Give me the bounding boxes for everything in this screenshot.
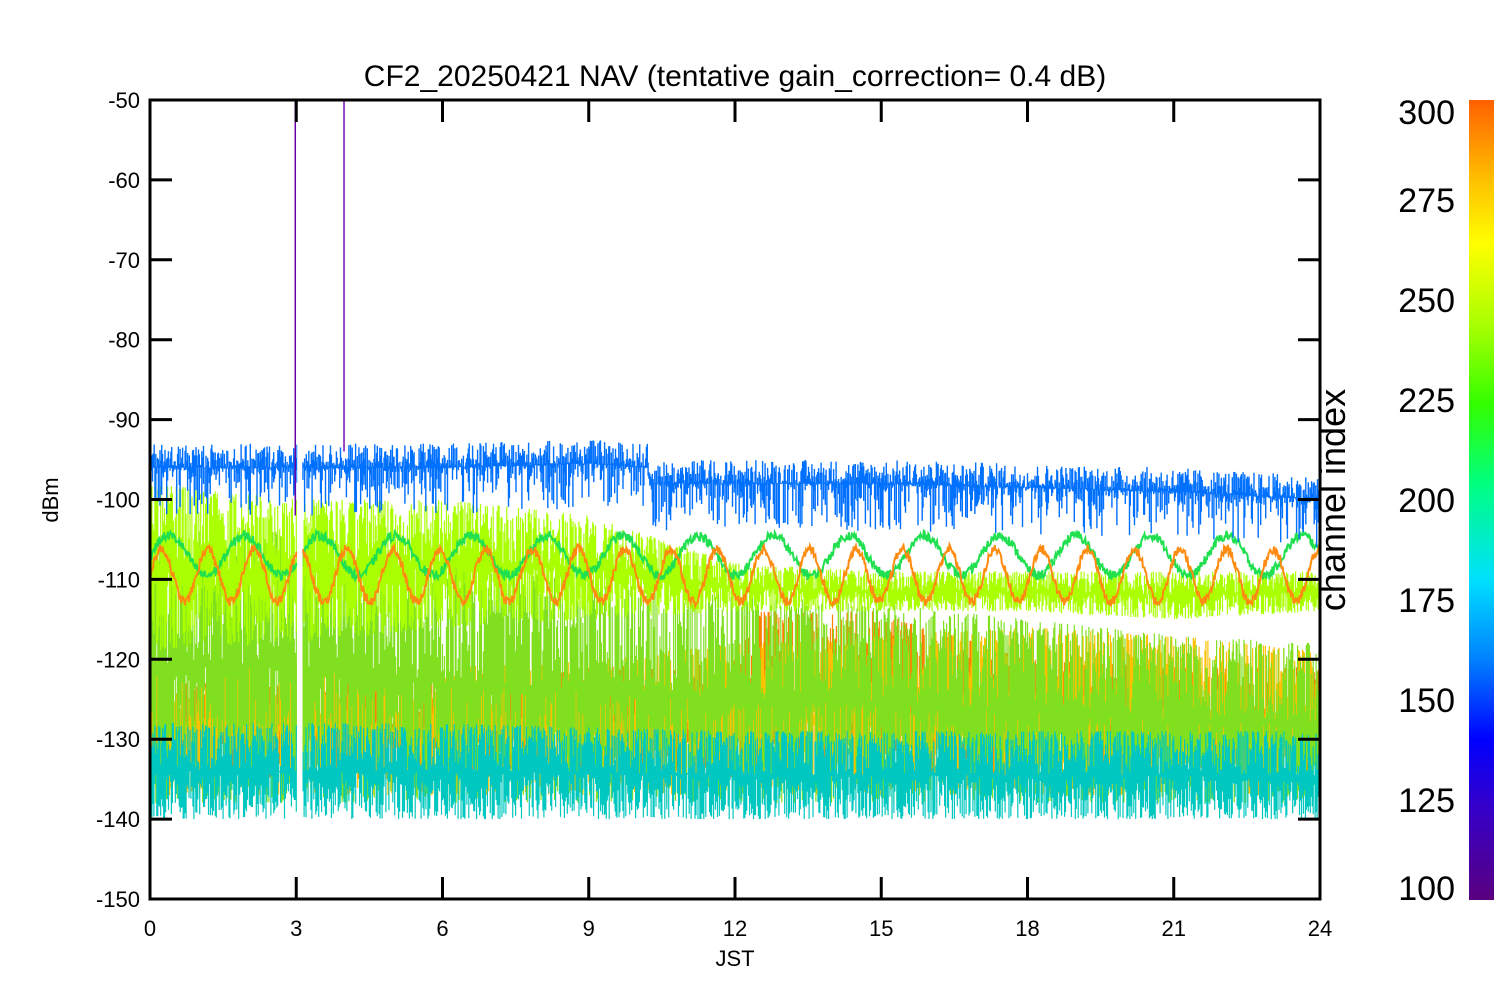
colorbar-tick-label: 225	[1398, 382, 1455, 420]
y-tick-label: -110	[98, 567, 140, 592]
series-5	[151, 527, 1319, 583]
y-tick-label: -140	[96, 807, 140, 832]
y-axis: -50 -60 -70 -80 -90 -100 -110 -120 -130 -140 -150	[96, 88, 1320, 912]
y-axis-label: dBm	[38, 477, 63, 522]
colorbar-title: channel index	[1312, 389, 1353, 611]
y-tick-label: -130	[96, 727, 140, 752]
colorbar-tick-label: 150	[1398, 682, 1455, 720]
x-axis-label: JST	[715, 946, 754, 971]
colorbar-tick-label: 100	[1398, 870, 1455, 908]
x-tick-label: 9	[583, 916, 595, 941]
x-tick-label: 18	[1015, 916, 1039, 941]
series-6	[151, 540, 1319, 610]
x-tick-label: 3	[290, 916, 302, 941]
y-tick-label: -80	[108, 328, 140, 353]
colorbar-tick-label: 300	[1398, 94, 1455, 132]
x-tick-label: 15	[869, 916, 893, 941]
y-tick-label: -150	[96, 887, 140, 912]
x-tick-label: 0	[144, 916, 156, 941]
series-2	[151, 531, 1319, 804]
x-tick-label: 24	[1308, 916, 1332, 941]
x-tick-label: 21	[1162, 916, 1186, 941]
colorbar	[1469, 100, 1494, 900]
colorbar-tick-label: 175	[1398, 582, 1455, 620]
series-7	[151, 440, 1319, 548]
plot-area	[151, 101, 1319, 898]
series-line	[151, 540, 1319, 610]
x-tick-label: 6	[436, 916, 448, 941]
y-tick-label: -90	[108, 408, 140, 433]
series-trace	[151, 440, 1319, 548]
colorbar-tick-label: 250	[1398, 282, 1455, 320]
series-3	[151, 723, 1319, 820]
y-tick-label: -50	[108, 88, 140, 113]
chart-title: CF2_20250421 NAV (tentative gain_correct…	[364, 60, 1106, 93]
colorbar-tick-label: 275	[1398, 182, 1455, 220]
series-line	[151, 527, 1319, 583]
colorbar-tick-label: 200	[1398, 482, 1455, 520]
y-tick-label: -60	[108, 168, 140, 193]
x-axis: 0 3 6 9 12 15 18 21 24	[144, 100, 1332, 941]
x-tick-label: 12	[723, 916, 747, 941]
series-band	[151, 723, 1319, 820]
series-band	[151, 531, 1319, 804]
data-gap	[297, 101, 303, 898]
colorbar-tick-label: 125	[1398, 782, 1455, 820]
y-tick-label: -70	[108, 248, 140, 273]
colorbar-ticks: 300 275 250 225 200 175 150 125 100	[1398, 94, 1455, 908]
y-tick-label: -100	[96, 488, 140, 513]
y-tick-label: -120	[96, 647, 140, 672]
